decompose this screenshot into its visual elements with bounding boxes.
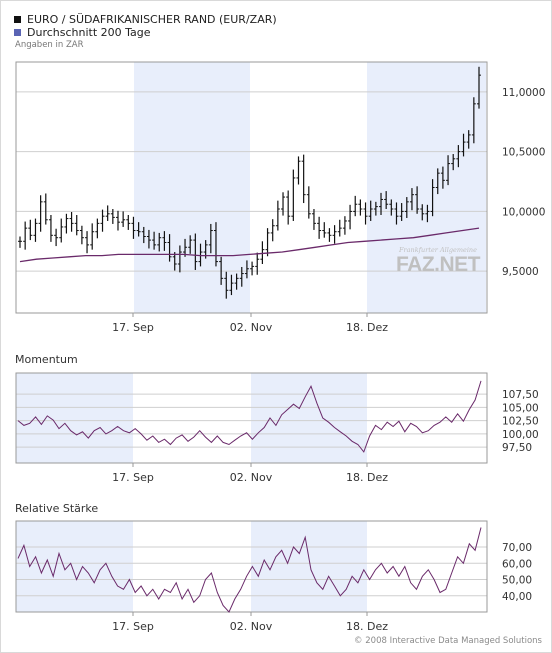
- momentum-y-tick-label: 100,00: [502, 429, 539, 441]
- rsi-series-line: [17, 527, 482, 613]
- momentum-y-tick-label: 97,50: [502, 442, 532, 454]
- rsi-x-tick-label: 02. Nov: [230, 620, 273, 633]
- price-legend-swatch: [14, 16, 21, 23]
- legend-item-price: EURO / SÜDAFRIKANISCHER RAND (EUR/ZAR): [14, 13, 277, 26]
- price-legend-label: EURO / SÜDAFRIKANISCHER RAND (EUR/ZAR): [27, 13, 277, 26]
- price-y-tick-label: 10,5000: [502, 147, 545, 159]
- price-x-tick-label: 17. Sep: [112, 321, 154, 334]
- average-legend-swatch: [14, 29, 21, 36]
- copyright-text: © 2008 Interactive Data Managed Solution…: [354, 636, 542, 646]
- momentum-series-line: [17, 380, 482, 453]
- rsi-panel-title: Relative Stärke: [15, 502, 99, 515]
- price-panel: 9,5000 10,0000 10,5000 11,0000 17. Sep 02. No…: [15, 61, 545, 334]
- price-y-tick-label: 10,0000: [502, 206, 545, 218]
- momentum-shaded-band: [251, 373, 367, 463]
- rsi-panel: 40,00 50,00 60,00 70,00 17. Sep 02. Nov 18. De…: [15, 520, 532, 633]
- rsi-y-tick-label: 40,00: [502, 591, 532, 603]
- momentum-x-tick-label: 02. Nov: [230, 471, 273, 484]
- momentum-x-tick-label: 17. Sep: [112, 471, 154, 484]
- price-y-tick-label: 11,0000: [502, 87, 545, 99]
- price-y-tick-label: 9,5000: [502, 266, 539, 278]
- momentum-y-tick-label: 107,50: [502, 389, 539, 401]
- average-200-line: [19, 227, 480, 263]
- momentum-y-tick-label: 105,00: [502, 402, 539, 414]
- rsi-shaded-band: [251, 521, 367, 612]
- rsi-x-tick-label: 18. Dez: [346, 620, 388, 633]
- average-legend-label: Durchschnitt 200 Tage: [27, 26, 151, 39]
- unit-note: Angaben in ZAR: [15, 40, 84, 50]
- rsi-shaded-band: [16, 521, 133, 612]
- momentum-panel-title: Momentum: [15, 353, 78, 366]
- price-shaded-band: [367, 62, 486, 313]
- momentum-x-tick-label: 18. Dez: [346, 471, 388, 484]
- rsi-x-tick-label: 17. Sep: [112, 620, 154, 633]
- rsi-y-tick-label: 60,00: [502, 558, 532, 570]
- legend-item-average: Durchschnitt 200 Tage: [14, 26, 151, 39]
- price-shaded-band: [134, 62, 250, 313]
- rsi-y-tick-label: 70,00: [502, 542, 532, 554]
- rsi-y-tick-label: 50,00: [502, 575, 532, 587]
- price-x-tick-label: 02. Nov: [230, 321, 273, 334]
- momentum-y-tick-label: 102,50: [502, 416, 539, 428]
- momentum-shaded-band: [16, 373, 133, 463]
- price-x-tick-label: 18. Dez: [346, 321, 388, 334]
